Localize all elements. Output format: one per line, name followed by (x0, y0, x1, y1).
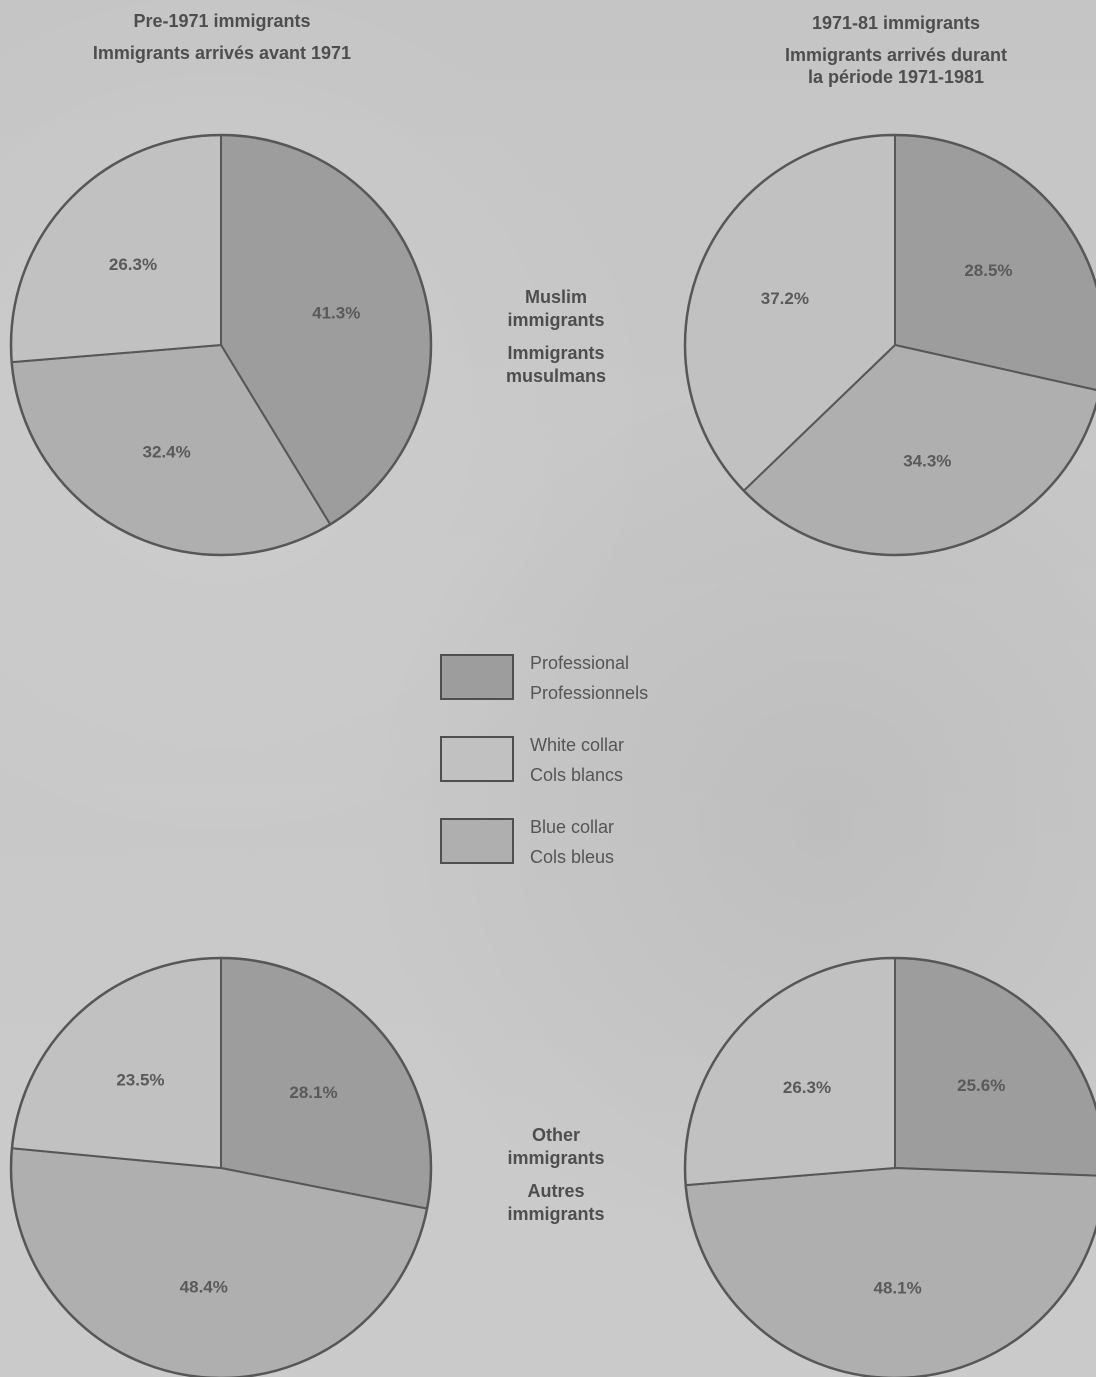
pie-outline (9, 956, 433, 1377)
pie-slice-label: 32.4% (143, 443, 191, 462)
pie-outline (683, 133, 1096, 557)
legend-label-fr: Cols bleus (530, 847, 615, 867)
pie-outline (9, 133, 433, 557)
pie-chart-3: 28.1% 48.4% 23.5% (9, 956, 433, 1377)
pie-slice-blue-collar (684, 1166, 1096, 1377)
pie-slice-label: 26.3% (109, 255, 157, 274)
bottom-row-label-fr-1: Autres (527, 1181, 585, 1201)
legend-label-en: Professional (530, 653, 630, 673)
pie-slice-label: 25.6% (957, 1076, 1005, 1095)
pie-slice-label: 34.3% (903, 451, 951, 470)
right-column-title-en: 1971-81 immigrants (811, 13, 981, 33)
bottom-row-label-fr-2: immigrants (507, 1204, 605, 1224)
top-row-label-en-2: immigrants (507, 310, 605, 330)
legend-label-fr: Professionnels (530, 683, 649, 703)
pie-chart-1: 41.3% 32.4% 26.3% (9, 133, 433, 557)
pie-slice-white-collar (684, 956, 896, 1187)
legend-label-en: White collar (530, 735, 625, 755)
pie-slice-label: 28.5% (964, 261, 1012, 280)
pie-slice-professional (894, 956, 1096, 1177)
bottom-row-label-en-1: Other (531, 1125, 580, 1145)
bottom-row-label-en-2: immigrants (507, 1148, 605, 1168)
legend-label-fr: Cols blancs (530, 765, 624, 785)
pie-slice-label: 37.2% (761, 289, 809, 308)
pie-slice-white-collar (10, 133, 222, 364)
left-column-title-fr: Immigrants arrivés avant 1971 (92, 43, 352, 63)
top-row-label-fr-1: Immigrants (507, 343, 605, 363)
top-row-label-fr-2: musulmans (505, 366, 607, 386)
right-column-title-fr-line1: Immigrants arrivés durant (784, 45, 1008, 65)
pie-slice-label: 26.3% (783, 1078, 831, 1097)
top-row-label-en-1: Muslim (524, 287, 587, 307)
pie-slice-label: 23.5% (116, 1070, 164, 1089)
legend-swatch-white-collar (440, 736, 514, 782)
legend-label-en: Blue collar (530, 817, 615, 837)
right-column-title: 1971-81 immigrants Immigrants arrivés du… (700, 12, 1092, 88)
legend-text-blue-collar: Blue collar Cols bleus (530, 812, 614, 872)
legend-swatch-professional (440, 654, 514, 700)
pie-slice-label: 48.1% (874, 1279, 922, 1298)
pie-chart-2: 28.5% 34.3% 37.2% (683, 133, 1096, 557)
pie-slice-white-collar (10, 956, 222, 1170)
left-column-title-en: Pre-1971 immigrants (133, 11, 311, 31)
left-column-title: Pre-1971 immigrants Immigrants arrivés a… (24, 10, 420, 64)
pie-slice-label: 48.4% (180, 1277, 228, 1296)
pie-chart-4: 25.6% 48.1% 26.3% (683, 956, 1096, 1377)
legend-text-professional: Professional Professionnels (530, 648, 648, 708)
legend-text-white-collar: White collar Cols blancs (530, 730, 624, 790)
pie-slice-label: 28.1% (289, 1083, 337, 1102)
right-column-title-fr-line2: la période 1971-1981 (807, 67, 985, 87)
legend-swatch-blue-collar (440, 818, 514, 864)
pie-outline (683, 956, 1096, 1377)
bottom-row-label: Other immigrants Autres immigrants (476, 1124, 636, 1226)
pie-slice-label: 41.3% (312, 304, 360, 323)
top-row-label: Muslim immigrants Immigrants musulmans (476, 286, 636, 388)
